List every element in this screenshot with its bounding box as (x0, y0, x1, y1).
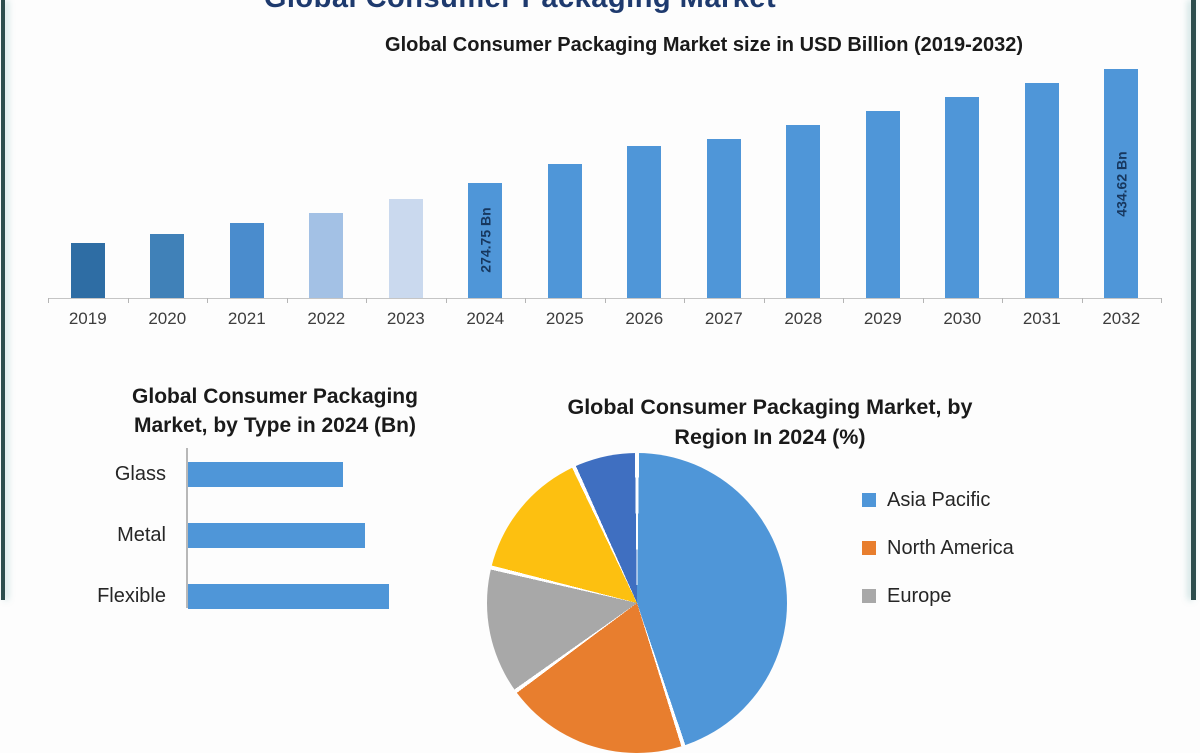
market-size-bar-chart: Global Consumer Packaging Market size in… (45, 28, 1165, 338)
legend-label: Asia Pacific (887, 489, 991, 511)
frame-border-right (1191, 0, 1196, 600)
x-axis-label-2021: 2021 (227, 309, 266, 328)
bar-2020 (150, 233, 185, 298)
pie (487, 453, 787, 753)
axis-tick (1002, 298, 1003, 303)
page-title: Global Consumer Packaging Market (45, 0, 995, 15)
axis-tick (525, 298, 526, 303)
x-axis-label-2028: 2028 (784, 309, 823, 328)
legend-swatch (862, 541, 876, 555)
bar-2021 (229, 223, 264, 298)
axis-tick (127, 298, 129, 303)
by-type-bar-chart: Global Consumer Packaging Market, by Typ… (0, 370, 500, 609)
axis-tick (1161, 298, 1162, 303)
axis-tick (286, 298, 288, 303)
x-axis-label-2030: 2030 (943, 309, 982, 328)
bar-data-label-text: 434.62 Bn (1113, 150, 1130, 217)
axis-tick (684, 298, 685, 303)
bar-metal (188, 523, 365, 548)
axis-tick (207, 298, 208, 303)
axis-tick (922, 298, 924, 303)
bar-2022 (309, 212, 344, 298)
bar-2029 (865, 110, 900, 298)
main-chart-title: Global Consumer Packaging Market size in… (385, 34, 1023, 56)
bar-2028 (786, 125, 821, 298)
bar-data-label: 274.75 Bn (468, 183, 502, 298)
x-axis-label-2020: 2020 (148, 309, 187, 328)
x-axis-label-2031: 2031 (1022, 309, 1061, 328)
category-label-glass: Glass (114, 463, 166, 485)
legend-label: Europe (887, 585, 952, 607)
bar-2026 (627, 145, 662, 298)
x-axis-label-2023: 2023 (386, 309, 425, 328)
legend-item-europe: Europe (862, 583, 1014, 609)
legend-swatch (862, 493, 876, 507)
bar-data-label: 434.62 Bn (1104, 69, 1138, 298)
x-axis-label-2032: 2032 (1102, 309, 1141, 328)
x-axis-label-2022: 2022 (307, 309, 346, 328)
by-region-pie-chart: Global Consumer Packaging Market, by Reg… (480, 380, 1200, 753)
legend-swatch (862, 589, 876, 603)
bar-2024: 274.75 Bn (468, 182, 503, 298)
x-axis-label-2019: 2019 (68, 309, 107, 328)
type-chart-title: Global Consumer Packaging Market, by Typ… (132, 385, 418, 437)
legend-label: North America (887, 537, 1014, 559)
frame-border-left (1, 0, 5, 600)
bar-2019 (70, 242, 105, 298)
axis-tick (445, 298, 447, 303)
x-axis-label-2026: 2026 (625, 309, 664, 328)
bar-2032: 434.62 Bn (1104, 69, 1139, 298)
axis-tick (366, 298, 367, 303)
axis-tick (763, 298, 765, 303)
category-label-metal: Metal (117, 524, 166, 546)
x-axis-label-2025: 2025 (545, 309, 584, 328)
bar-2031 (1024, 83, 1059, 298)
axis-tick (604, 298, 606, 303)
axis-tick (1081, 298, 1083, 303)
pie-chart-title: Global Consumer Packaging Market, by Reg… (567, 395, 973, 449)
x-axis-label-2027: 2027 (704, 309, 743, 328)
bar-glass (188, 462, 343, 487)
bar-flexible (188, 584, 389, 609)
bar-2030 (945, 96, 980, 298)
bar-2023 (388, 198, 423, 298)
axis-tick (843, 298, 844, 303)
bar-2027 (706, 139, 741, 298)
legend-item-north-america: North America (862, 535, 1014, 561)
x-axis-label-2029: 2029 (863, 309, 902, 328)
bar-data-label-text: 274.75 Bn (477, 207, 494, 273)
y-axis-line (186, 448, 188, 608)
pie-legend: Asia Pacific North America Europe (862, 487, 1014, 609)
axis-tick (48, 298, 49, 303)
legend-item-asia-pacific: Asia Pacific (862, 487, 1014, 513)
x-axis-label-2024: 2024 (466, 309, 505, 328)
category-label-flexible: Flexible (97, 585, 166, 607)
bar-2025 (547, 163, 582, 298)
